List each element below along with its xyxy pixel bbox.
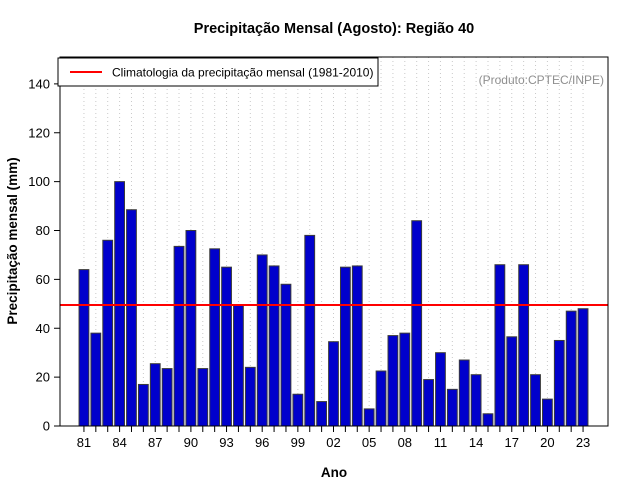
bar-11 xyxy=(435,352,446,427)
bar-05 xyxy=(363,408,375,427)
bar-82 xyxy=(90,332,102,427)
bar-10 xyxy=(423,379,434,427)
plot-area: 0 20 40 60 80 100 120 140 81 84 87 90 93 96 99 02 05 08 11… xyxy=(28,56,609,450)
bar-15 xyxy=(482,413,494,427)
bar-83 xyxy=(102,239,114,427)
bar-18 xyxy=(518,264,530,427)
legend-label: Climatologia da precipitação mensal (198… xyxy=(112,66,373,80)
bar-13 xyxy=(458,359,470,427)
y-tick-label: 120 xyxy=(28,125,50,140)
x-axis-title: Ano xyxy=(321,465,347,480)
bar-12 xyxy=(446,388,458,427)
bar-02 xyxy=(328,341,339,427)
watermark-text: (Produto:CPTEC/INPE) xyxy=(479,73,604,87)
bar-88 xyxy=(161,368,173,427)
bar-04 xyxy=(351,265,363,427)
x-tick-label: 93 xyxy=(219,435,233,450)
bar-87 xyxy=(149,363,161,427)
bar-20 xyxy=(542,398,553,427)
x-tick-label: 17 xyxy=(505,435,519,450)
bar-19 xyxy=(530,374,541,427)
bar-08 xyxy=(399,332,411,427)
bar-93 xyxy=(221,266,232,427)
x-tick-label: 87 xyxy=(148,435,162,450)
y-tick-label: 20 xyxy=(36,370,50,385)
bar-84 xyxy=(114,181,125,427)
bar-91 xyxy=(197,368,209,427)
bar-89 xyxy=(173,245,185,427)
bar-94 xyxy=(233,304,244,427)
bar-21 xyxy=(553,339,565,427)
y-tick-label: 0 xyxy=(43,419,50,434)
x-tick-label: 14 xyxy=(469,435,483,450)
bar-92 xyxy=(209,248,221,427)
x-tick-label: 05 xyxy=(362,435,376,450)
x-tick-label: 11 xyxy=(434,435,448,450)
bar-14 xyxy=(470,374,482,427)
bar-97 xyxy=(268,265,280,427)
x-tick-label: 84 xyxy=(112,435,126,450)
bar-06 xyxy=(375,370,387,427)
chart-title: Precipitação Mensal (Agosto): Região 40 xyxy=(194,21,474,37)
legend-box xyxy=(57,57,379,87)
bar-86 xyxy=(137,383,149,427)
bar-07 xyxy=(387,335,399,427)
x-tick-label: 08 xyxy=(398,435,412,450)
bar-16 xyxy=(494,264,506,427)
x-tick-label: 90 xyxy=(184,435,198,450)
bar-95 xyxy=(244,366,256,427)
y-axis-title: Precipitação mensal (mm) xyxy=(5,157,20,324)
y-tick-label: 140 xyxy=(28,76,50,91)
x-tick-label: 02 xyxy=(326,435,340,450)
bar-03 xyxy=(339,266,351,427)
bar-23 xyxy=(577,308,589,427)
bar-99 xyxy=(292,393,304,427)
y-tick-label: 80 xyxy=(36,223,50,238)
x-tick-label: 96 xyxy=(255,435,269,450)
bar-00 xyxy=(304,234,316,427)
bar-81 xyxy=(78,269,90,427)
legend: Climatologia da precipitação mensal (198… xyxy=(57,57,379,87)
bar-90 xyxy=(185,230,197,427)
bar-17 xyxy=(506,336,518,427)
y-tick-label: 60 xyxy=(36,272,50,287)
bar-96 xyxy=(256,254,268,427)
x-tick-label: 81 xyxy=(77,435,91,450)
x-tick-label: 99 xyxy=(291,435,305,450)
bar-09 xyxy=(411,220,423,427)
x-tick-label: 20 xyxy=(540,435,554,450)
y-tick-label: 100 xyxy=(28,174,50,189)
y-tick-label: 40 xyxy=(36,321,50,336)
bar-22 xyxy=(565,310,577,427)
bar-85 xyxy=(126,209,137,427)
x-tick-label: 23 xyxy=(576,435,590,450)
bar-01 xyxy=(316,401,328,427)
